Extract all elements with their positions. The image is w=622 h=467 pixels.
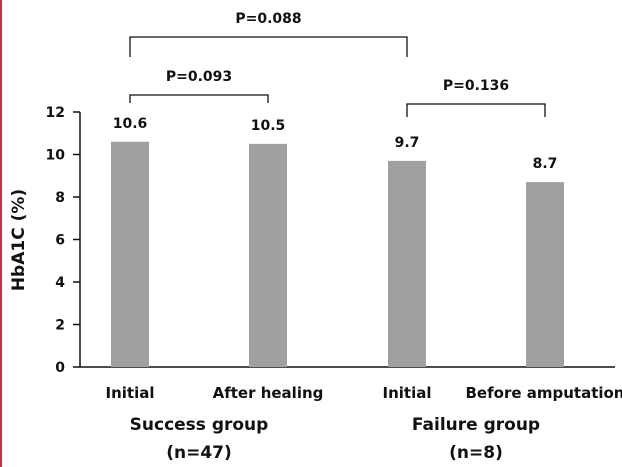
group-n-label: (n=8) bbox=[449, 443, 503, 463]
x-category-label: Before amputation bbox=[466, 384, 622, 402]
p-value-label: P=0.136 bbox=[443, 78, 509, 94]
axes: 0 2 4 6 8 10 12 bbox=[46, 105, 615, 376]
bars bbox=[111, 141, 564, 367]
significance-brackets: P=0.088 P=0.093 P=0.136 bbox=[129, 11, 546, 117]
bar bbox=[388, 160, 426, 367]
y-tick-label: 2 bbox=[55, 318, 65, 334]
bar bbox=[249, 143, 287, 367]
bar-value-label: 10.5 bbox=[251, 118, 286, 134]
p-value-label: P=0.093 bbox=[166, 69, 232, 85]
x-category-label: After healing bbox=[213, 384, 324, 402]
comparison-bracket bbox=[406, 103, 546, 117]
y-tick-label: 10 bbox=[46, 148, 66, 164]
group-n-label: (n=47) bbox=[166, 443, 232, 463]
bar-value-label: 8.7 bbox=[533, 156, 558, 172]
y-tick-label: 0 bbox=[55, 360, 65, 376]
comparison-bracket bbox=[129, 36, 408, 57]
group-label: Failure group bbox=[412, 415, 540, 435]
x-category-label: Initial bbox=[383, 384, 432, 402]
x-category-label: Initial bbox=[106, 384, 155, 402]
y-tick-label: 4 bbox=[55, 275, 65, 291]
group-label: Success group bbox=[130, 415, 269, 435]
bar-value-label: 9.7 bbox=[395, 135, 420, 151]
labels: 10.6 Initial 10.5 After healing 9.7 Initial 8.… bbox=[106, 116, 622, 463]
comparison-bracket bbox=[129, 94, 269, 103]
y-tick-label: 8 bbox=[55, 190, 65, 206]
bar bbox=[111, 141, 149, 367]
bar-value-label: 10.6 bbox=[113, 116, 148, 132]
bar bbox=[526, 182, 564, 367]
p-value-label: P=0.088 bbox=[235, 11, 301, 27]
y-tick-label: 6 bbox=[55, 233, 65, 249]
left-edge-accent bbox=[0, 0, 2, 467]
y-tick-label: 12 bbox=[46, 105, 65, 121]
y-axis-label: HbA1C (%) bbox=[9, 189, 29, 291]
